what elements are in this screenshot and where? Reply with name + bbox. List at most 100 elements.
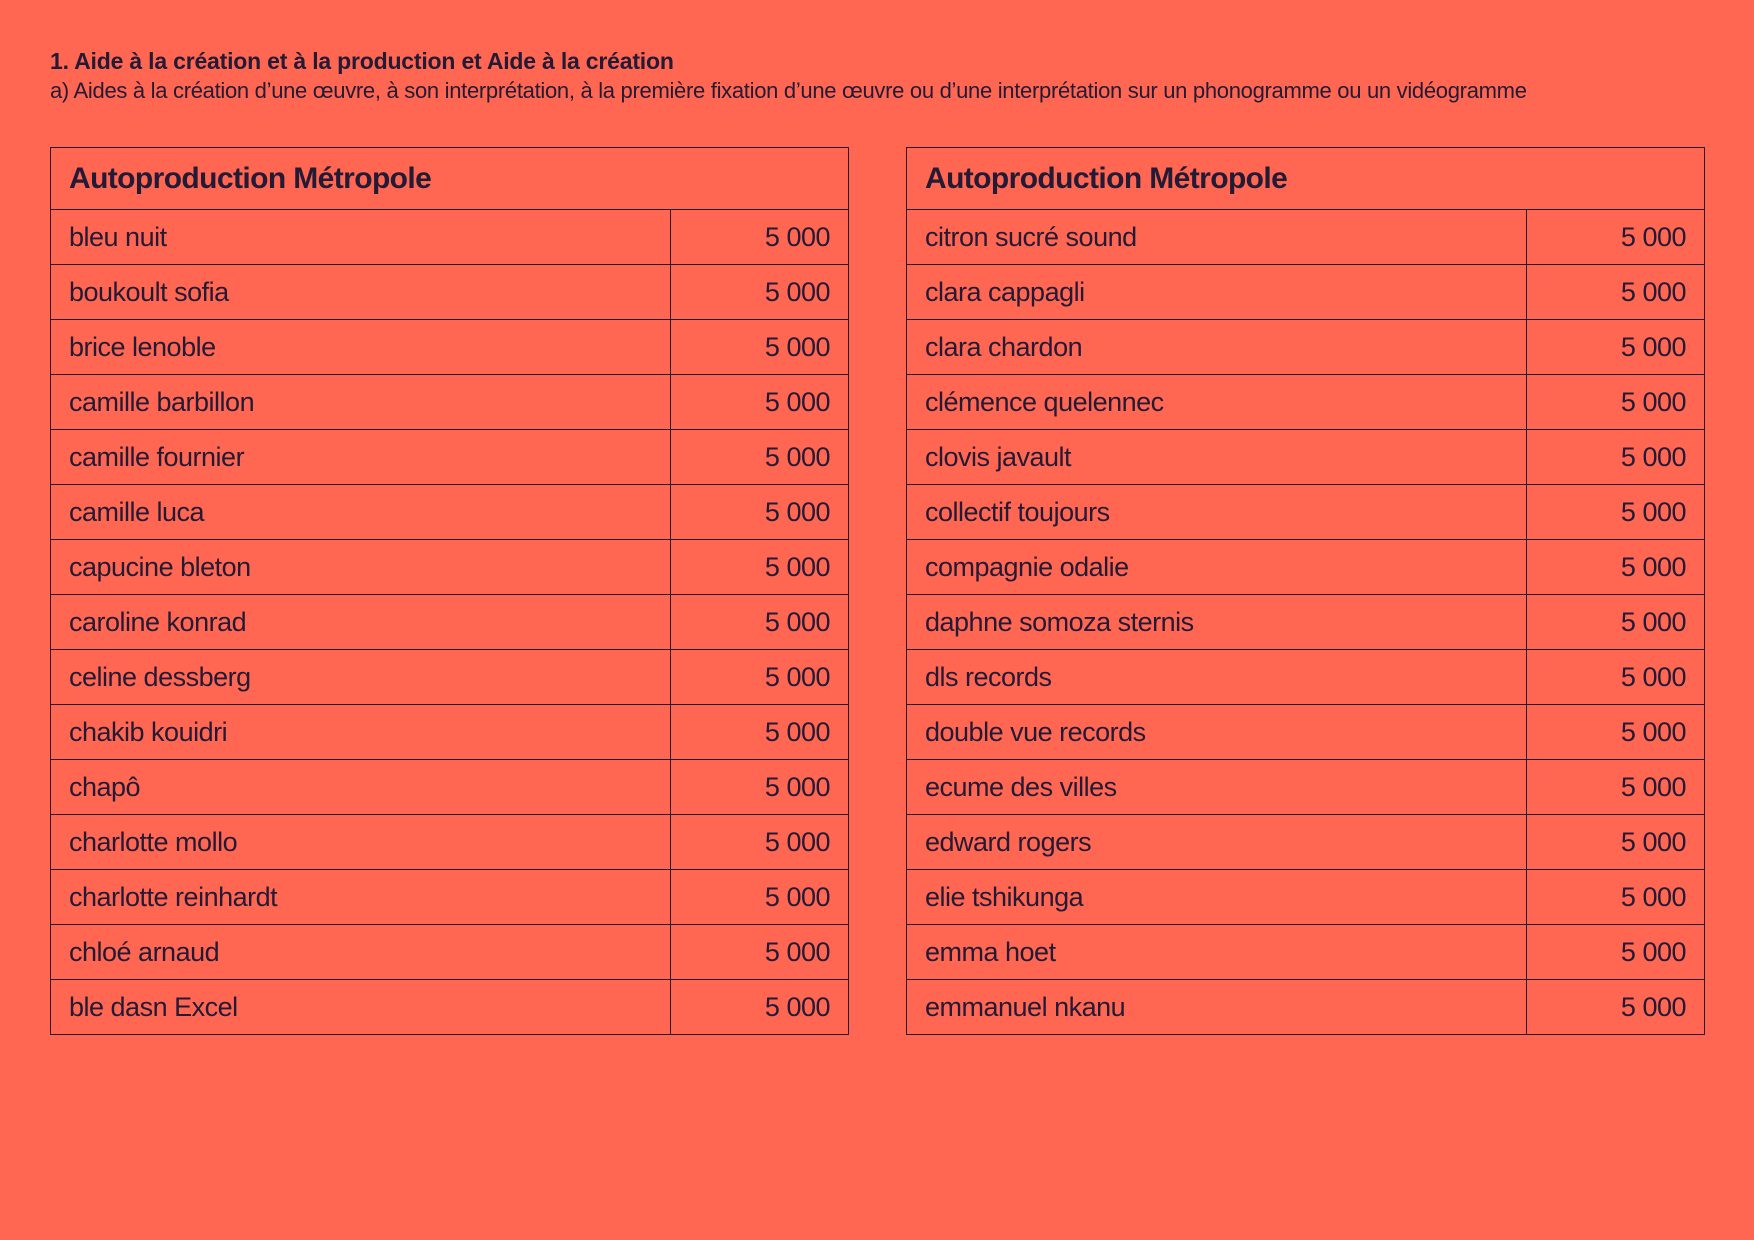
grant-amount: 5 000 — [670, 429, 849, 485]
section-title: 1. Aide à la création et à la production… — [50, 48, 674, 74]
recipient-name: double vue records — [906, 704, 1527, 760]
recipient-name: camille fournier — [50, 429, 671, 485]
table-row: ble dasn Excel 5 000 — [50, 979, 849, 1035]
table-row: capucine bleton 5 000 — [50, 539, 849, 595]
recipient-name: chloé arnaud — [50, 924, 671, 980]
table-row: double vue records 5 000 — [906, 704, 1705, 760]
grant-table-right: Autoproduction Métropole citron sucré so… — [906, 147, 1705, 1035]
table-row: elie tshikunga 5 000 — [906, 869, 1705, 925]
recipient-name: citron sucré sound — [906, 209, 1527, 265]
table-body: citron sucré sound 5 000 clara cappagli 5 0… — [906, 209, 1705, 1035]
table-body: bleu nuit 5 000 boukoult sofia 5 000 brice l… — [50, 209, 849, 1035]
table-row: clara chardon 5 000 — [906, 319, 1705, 375]
table-row: charlotte mollo 5 000 — [50, 814, 849, 870]
grant-amount: 5 000 — [670, 539, 849, 595]
grant-amount: 5 000 — [670, 594, 849, 650]
table-header: Autoproduction Métropole — [50, 147, 849, 210]
grant-amount: 5 000 — [1526, 539, 1705, 595]
grant-amount: 5 000 — [1526, 979, 1705, 1035]
recipient-name: chapô — [50, 759, 671, 815]
recipient-name: celine dessberg — [50, 649, 671, 705]
grant-amount: 5 000 — [1526, 264, 1705, 320]
table-row: celine dessberg 5 000 — [50, 649, 849, 705]
recipient-name: capucine bleton — [50, 539, 671, 595]
grant-amount: 5 000 — [670, 264, 849, 320]
recipient-name: camille luca — [50, 484, 671, 540]
recipient-name: brice lenoble — [50, 319, 671, 375]
table-row: collectif toujours 5 000 — [906, 484, 1705, 540]
table-row: chloé arnaud 5 000 — [50, 924, 849, 980]
recipient-name: ecume des villes — [906, 759, 1527, 815]
table-row: brice lenoble 5 000 — [50, 319, 849, 375]
recipient-name: clovis javault — [906, 429, 1527, 485]
grant-amount: 5 000 — [1526, 484, 1705, 540]
table-row: edward rogers 5 000 — [906, 814, 1705, 870]
table-header-row: Autoproduction Métropole — [50, 147, 849, 210]
grant-amount: 5 000 — [670, 319, 849, 375]
table-header: Autoproduction Métropole — [906, 147, 1705, 210]
table-row: emmanuel nkanu 5 000 — [906, 979, 1705, 1035]
grant-table-left: Autoproduction Métropole bleu nuit 5 000 b… — [50, 147, 849, 1035]
recipient-name: chakib kouidri — [50, 704, 671, 760]
table-row: camille luca 5 000 — [50, 484, 849, 540]
grant-amount: 5 000 — [670, 209, 849, 265]
table-row: citron sucré sound 5 000 — [906, 209, 1705, 265]
recipient-name: emmanuel nkanu — [906, 979, 1527, 1035]
grant-amount: 5 000 — [670, 924, 849, 980]
table-row: camille barbillon 5 000 — [50, 374, 849, 430]
recipient-name: dls records — [906, 649, 1527, 705]
table-row: camille fournier 5 000 — [50, 429, 849, 485]
recipient-name: caroline konrad — [50, 594, 671, 650]
table-row: bleu nuit 5 000 — [50, 209, 849, 265]
table-row: clovis javault 5 000 — [906, 429, 1705, 485]
grant-amount: 5 000 — [1526, 594, 1705, 650]
recipient-name: clémence quelennec — [906, 374, 1527, 430]
table-row: daphne somoza sternis 5 000 — [906, 594, 1705, 650]
table-row: boukoult sofia 5 000 — [50, 264, 849, 320]
grant-amount: 5 000 — [670, 704, 849, 760]
table-header-row: Autoproduction Métropole — [906, 147, 1705, 210]
table-row: charlotte reinhardt 5 000 — [50, 869, 849, 925]
recipient-name: camille barbillon — [50, 374, 671, 430]
recipient-name: clara cappagli — [906, 264, 1527, 320]
grant-amount: 5 000 — [1526, 209, 1705, 265]
table-row: dls records 5 000 — [906, 649, 1705, 705]
recipient-name: compagnie odalie — [906, 539, 1527, 595]
grant-amount: 5 000 — [1526, 869, 1705, 925]
recipient-name: daphne somoza sternis — [906, 594, 1527, 650]
table-row: emma hoet 5 000 — [906, 924, 1705, 980]
grant-amount: 5 000 — [1526, 374, 1705, 430]
grant-amount: 5 000 — [670, 979, 849, 1035]
recipient-name: charlotte reinhardt — [50, 869, 671, 925]
table-row: clara cappagli 5 000 — [906, 264, 1705, 320]
grant-amount: 5 000 — [1526, 924, 1705, 980]
table-row: clémence quelennec 5 000 — [906, 374, 1705, 430]
table-row: caroline konrad 5 000 — [50, 594, 849, 650]
grant-amount: 5 000 — [1526, 429, 1705, 485]
grant-amount: 5 000 — [1526, 704, 1705, 760]
grant-amount: 5 000 — [670, 814, 849, 870]
grant-amount: 5 000 — [670, 649, 849, 705]
section-heading: 1. Aide à la création et à la production… — [50, 46, 1710, 106]
grant-amount: 5 000 — [1526, 649, 1705, 705]
recipient-name: emma hoet — [906, 924, 1527, 980]
table-row: chakib kouidri 5 000 — [50, 704, 849, 760]
grant-amount: 5 000 — [670, 374, 849, 430]
recipient-name: bleu nuit — [50, 209, 671, 265]
grant-amount: 5 000 — [670, 869, 849, 925]
table-row: chapô 5 000 — [50, 759, 849, 815]
recipient-name: charlotte mollo — [50, 814, 671, 870]
grant-amount: 5 000 — [1526, 814, 1705, 870]
grant-amount: 5 000 — [670, 759, 849, 815]
section-subtitle: a) Aides à la création d’une œuvre, à so… — [50, 78, 1527, 103]
recipient-name: elie tshikunga — [906, 869, 1527, 925]
table-row: compagnie odalie 5 000 — [906, 539, 1705, 595]
recipient-name: edward rogers — [906, 814, 1527, 870]
recipient-name: clara chardon — [906, 319, 1527, 375]
recipient-name: collectif toujours — [906, 484, 1527, 540]
recipient-name: ble dasn Excel — [50, 979, 671, 1035]
grant-amount: 5 000 — [1526, 319, 1705, 375]
grant-amount: 5 000 — [1526, 759, 1705, 815]
recipient-name: boukoult sofia — [50, 264, 671, 320]
table-row: ecume des villes 5 000 — [906, 759, 1705, 815]
